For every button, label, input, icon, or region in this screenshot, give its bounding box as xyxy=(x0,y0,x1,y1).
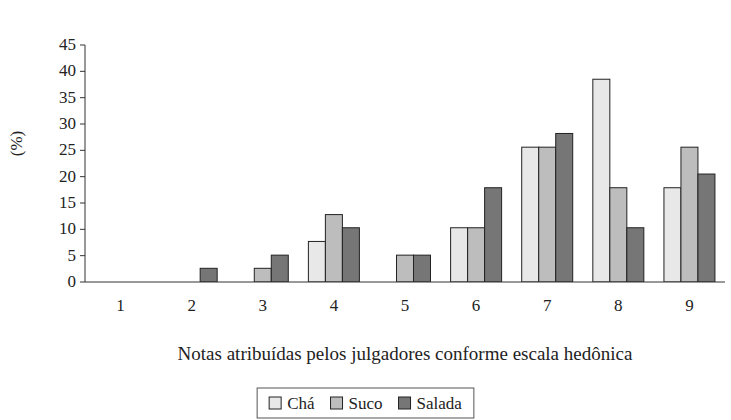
bar xyxy=(681,147,698,282)
bar xyxy=(539,147,556,282)
legend-swatch xyxy=(399,397,411,409)
y-tick xyxy=(80,255,85,256)
bar xyxy=(200,268,217,282)
bar xyxy=(342,228,359,282)
y-tick xyxy=(80,203,85,204)
legend-box xyxy=(257,388,474,418)
chart: 051015202530354045123456789Notas atribuí… xyxy=(0,0,731,420)
y-tick-label: 15 xyxy=(59,193,76,212)
y-tick-label: 45 xyxy=(59,35,76,54)
y-tick xyxy=(80,45,85,46)
y-tick xyxy=(80,229,85,230)
x-axis xyxy=(85,282,725,283)
y-tick xyxy=(80,71,85,72)
bar xyxy=(627,228,644,282)
x-tick-label: 9 xyxy=(685,296,694,315)
y-tick xyxy=(80,124,85,125)
y-tick xyxy=(80,97,85,98)
bar xyxy=(485,188,502,282)
bar xyxy=(468,228,485,282)
bar xyxy=(271,255,288,282)
x-tick-label: 2 xyxy=(187,296,196,315)
y-tick-label: 25 xyxy=(59,140,76,159)
y-axis xyxy=(85,45,86,282)
y-tick-label: 0 xyxy=(68,272,77,291)
legend-swatch xyxy=(331,397,343,409)
bar xyxy=(610,188,627,282)
bar xyxy=(556,133,573,282)
bar xyxy=(254,268,271,282)
x-tick-label: 1 xyxy=(116,296,125,315)
x-tick-label: 8 xyxy=(614,296,623,315)
x-tick-label: 5 xyxy=(401,296,410,315)
legend: Chá Suco Salada xyxy=(257,388,474,418)
y-tick xyxy=(80,282,85,283)
legend-label: Chá xyxy=(287,394,315,413)
bar xyxy=(397,255,414,282)
bar xyxy=(522,147,539,282)
legend-label: Suco xyxy=(349,394,383,413)
bar xyxy=(308,241,325,282)
x-tick-label: 4 xyxy=(330,296,339,315)
y-tick-label: 10 xyxy=(59,219,76,238)
bar xyxy=(414,255,431,282)
bars xyxy=(200,79,715,282)
y-tick xyxy=(80,176,85,177)
bar xyxy=(325,215,342,282)
y-tick-label: 30 xyxy=(59,114,76,133)
y-axis-label: (%) xyxy=(7,131,26,156)
y-tick-label: 40 xyxy=(59,61,76,80)
y-tick-label: 5 xyxy=(68,246,77,265)
y-tick-label: 35 xyxy=(59,88,76,107)
x-tick-label: 6 xyxy=(472,296,481,315)
legend-swatch xyxy=(269,397,281,409)
bar xyxy=(451,228,468,282)
x-axis-label: Notas atribuídas pelos julgadores confor… xyxy=(178,343,633,364)
x-tick-label: 3 xyxy=(259,296,268,315)
bar xyxy=(593,79,610,282)
bar xyxy=(664,188,681,282)
y-tick xyxy=(80,150,85,151)
x-tick-label: 7 xyxy=(543,296,552,315)
legend-label: Salada xyxy=(417,394,463,413)
y-tick-label: 20 xyxy=(59,167,76,186)
bar xyxy=(698,174,715,282)
